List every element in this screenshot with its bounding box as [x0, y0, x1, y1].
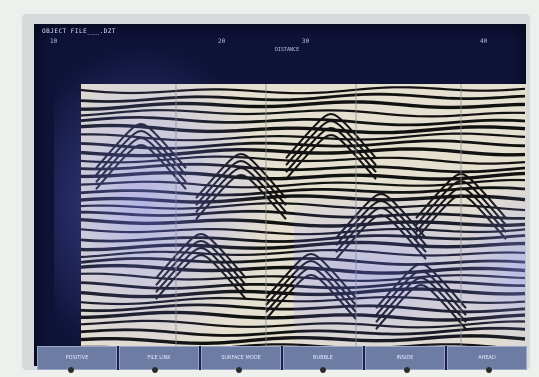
- reflection-band: [81, 248, 526, 259]
- bezel-button[interactable]: [152, 367, 158, 373]
- hyperbola-reflection: [375, 262, 467, 309]
- reflection-band: [81, 209, 525, 220]
- reflection-band: [81, 296, 526, 306]
- bezel-button[interactable]: [486, 367, 492, 373]
- hyperbola-reflection: [95, 129, 187, 176]
- reflection-band: [81, 319, 526, 329]
- hyperbola-reflection: [285, 119, 377, 166]
- monitor-screen: OBJECT FILE___.DZT 10 20 30 40 DISTANCE: [34, 24, 526, 366]
- radargram-image: [81, 84, 526, 352]
- reflection-band: [81, 234, 526, 243]
- reflection-band: [81, 123, 526, 135]
- hyperbola-reflection: [95, 143, 187, 190]
- hyperbola-reflection: [95, 136, 187, 183]
- distance-axis: 10 20 30 40 DISTANCE: [50, 38, 520, 58]
- hyperbola-reflection: [195, 173, 287, 220]
- reflection-band: [81, 92, 526, 103]
- reflection-band: [81, 132, 526, 142]
- hyperbola-reflection: [285, 112, 377, 159]
- reflection-band: [81, 227, 526, 236]
- hyperbola-reflection: [375, 269, 467, 316]
- axis-tick: 10: [50, 38, 58, 45]
- reflection-band: [81, 162, 526, 174]
- hyperbola-reflection: [155, 246, 247, 293]
- hyperbola-reflection: [195, 152, 287, 199]
- bezel-button[interactable]: [236, 367, 242, 373]
- hyperbola-reflection: [335, 192, 427, 239]
- reflection-band: [81, 240, 526, 252]
- hyperbola-reflection: [155, 239, 247, 286]
- hyperbola-reflection: [155, 253, 247, 300]
- hyperbola-reflection: [265, 266, 357, 313]
- reflection-band: [81, 334, 526, 345]
- file-title: OBJECT FILE___.DZT: [42, 28, 117, 35]
- axis-tick: 40: [480, 38, 488, 45]
- reflection-band: [81, 326, 526, 337]
- hyperbola-reflection: [285, 126, 377, 173]
- reflection-band: [81, 280, 525, 290]
- hyperbola-reflection: [335, 213, 427, 260]
- reflection-band: [81, 310, 526, 322]
- hyperbola-reflection: [195, 159, 287, 206]
- reflection-band: [81, 263, 526, 275]
- hyperbola-reflection: [265, 252, 357, 299]
- soft-key-bar: POSITIVE FILE LINK SURFACE MODE BUBBLE I…: [37, 346, 527, 370]
- hyperbola-reflection: [375, 283, 467, 330]
- hyperbola-reflection: [155, 232, 247, 279]
- hyperbola-reflection: [265, 273, 357, 320]
- reflection-band: [81, 86, 526, 95]
- hyperbola-reflection: [95, 122, 187, 169]
- hyperbola-reflection: [335, 206, 427, 253]
- reflection-band: [81, 116, 526, 127]
- soft-key-inside[interactable]: INSIDE: [365, 346, 445, 370]
- reflection-band: [81, 287, 526, 299]
- reflection-band: [81, 178, 526, 189]
- soft-key-positive[interactable]: POSITIVE: [37, 346, 117, 370]
- reflection-band: [81, 202, 526, 212]
- reflection-band: [81, 100, 526, 111]
- axis-caption: DISTANCE: [275, 47, 300, 53]
- axis-tick: 30: [302, 38, 310, 45]
- bezel-button[interactable]: [68, 367, 74, 373]
- hyperbola-reflection: [375, 276, 467, 323]
- reflection-band: [81, 194, 526, 204]
- axis-tick: 20: [218, 38, 226, 45]
- reflection-band: [81, 218, 526, 228]
- hyperbola-reflection: [335, 199, 427, 246]
- bezel-button[interactable]: [404, 367, 410, 373]
- reflection-band: [81, 109, 526, 118]
- hyperbola-reflection: [265, 259, 357, 306]
- hyperbola-reflection: [285, 133, 377, 180]
- soft-key-surface-mode[interactable]: SURFACE MODE: [201, 346, 281, 370]
- reflection-band: [81, 186, 526, 197]
- hyperbola-reflection: [195, 166, 287, 213]
- bezel-button[interactable]: [320, 367, 326, 373]
- soft-key-file-link[interactable]: FILE LINK: [119, 346, 199, 370]
